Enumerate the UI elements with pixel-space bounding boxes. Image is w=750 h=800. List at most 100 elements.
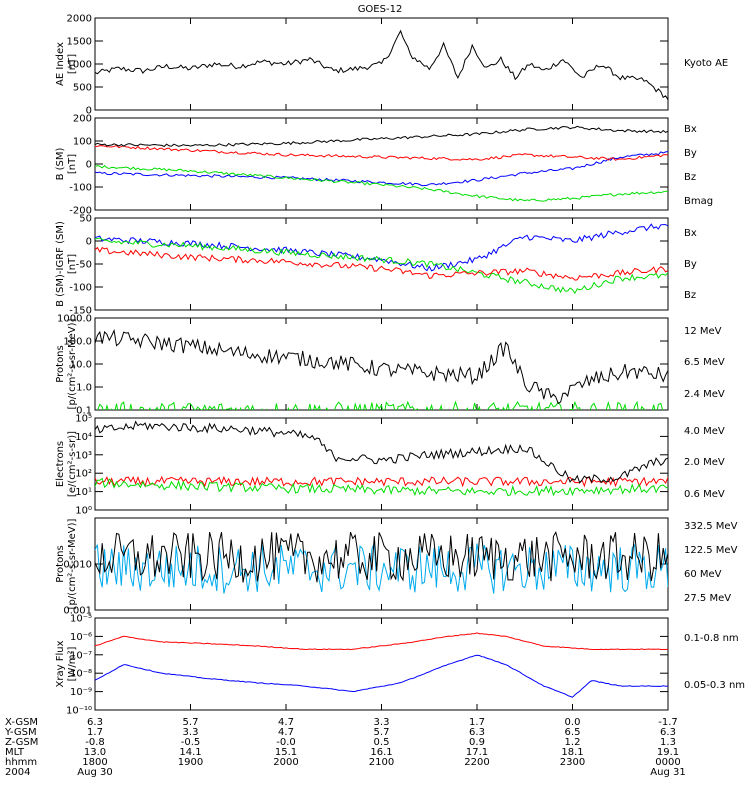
- series-line-red: [95, 632, 668, 651]
- panel-frame: [94, 317, 669, 411]
- series-line-blue: [95, 654, 668, 698]
- axis-row-value: 1800: [82, 757, 107, 768]
- y-tick-label: -150: [69, 306, 92, 317]
- axis-row-label: X-GSM: [5, 717, 38, 728]
- axis-row-value: 14.1: [179, 747, 201, 758]
- legend-label: 0.6 MeV: [684, 489, 725, 500]
- series-line-cyan: [95, 543, 668, 594]
- y-tick-label: 1000: [67, 60, 92, 71]
- y-axis-label: B (SM)-IGRF (SM): [55, 221, 66, 307]
- axis-row-value: 15.1: [275, 747, 297, 758]
- axis-row-value: 6.5: [565, 727, 581, 738]
- y-tick-label: 10⁰: [75, 506, 92, 517]
- legend-label: 12 MeV: [684, 326, 722, 337]
- y-tick-label: 10⁻⁶: [70, 632, 92, 643]
- panel-electrons: 10⁰ 10¹ 10² 10³ 10⁴ 10⁵ Electrons [e/(cm²-s-sr)…: [55, 414, 725, 517]
- panel-frame: [94, 217, 669, 311]
- y-tick-label: 10⁴: [75, 432, 92, 443]
- axis-row-value: -1.7: [658, 717, 678, 728]
- series-group: [95, 125, 668, 202]
- y-tick-label: 0: [86, 160, 92, 171]
- y-tick-label: 500: [73, 83, 92, 94]
- legend-label: 0.05-0.3 nm: [684, 680, 745, 691]
- axis-row-value: Aug 30: [77, 767, 112, 778]
- y-axis-label: Xray Flux: [55, 640, 66, 687]
- y-tick-label: -100: [69, 183, 92, 194]
- panel-frame: [94, 617, 669, 711]
- axis-row-label: Y-GSM: [4, 727, 37, 738]
- axis-row-value: -0.8: [85, 737, 105, 748]
- axis-row-value: 0.0: [565, 717, 581, 728]
- y-tick-label: 1.0: [76, 383, 92, 394]
- chart-title: GOES-12: [358, 4, 403, 15]
- y-tick-label: 10⁻¹⁰: [66, 706, 92, 717]
- axis-row-value: 3.3: [374, 717, 390, 728]
- y-tick-label: 100.0: [63, 337, 92, 348]
- series-line-black: [95, 420, 668, 484]
- y-tick-label: 0: [86, 106, 92, 117]
- series-group: [95, 328, 668, 410]
- axis-row-value: 6.3: [660, 727, 676, 738]
- y-tick-label: 1000.0: [57, 314, 92, 325]
- axis-row-label: 2004: [5, 767, 30, 778]
- legend-label: 60 MeV: [684, 569, 722, 580]
- y-tick-label: 10⁻⁹: [70, 687, 92, 698]
- y-axis-unit: [nT]: [67, 54, 78, 74]
- legend-label: 332.5 MeV: [684, 521, 738, 532]
- axis-row-value: 0000: [655, 757, 680, 768]
- y-tick-label: 1500: [67, 37, 92, 48]
- series-line-red: [95, 145, 668, 161]
- y-tick-label: 50: [79, 214, 92, 225]
- panel-protons-low: 0.1 1.0 10.0 100.0 1000.0 Protons [p/(cm²-s-sr…: [55, 314, 725, 417]
- series-line-black: [95, 530, 668, 583]
- axis-row-value: Aug 31: [650, 767, 685, 778]
- y-tick-label: 2000: [67, 14, 92, 25]
- y-tick-label: -100: [69, 283, 92, 294]
- legend-label: 6.5 MeV: [684, 357, 725, 368]
- legend-label: Kyoto AE: [684, 58, 728, 69]
- panel-frame: [94, 417, 669, 511]
- series-line-red: [95, 246, 668, 281]
- legend-label: 0.1-0.8 nm: [684, 633, 739, 644]
- legend-label: 2.0 MeV: [684, 457, 725, 468]
- panel-ae: 0 500 1000 1500 2000 AE Index [nT] Kyoto AE: [55, 14, 728, 117]
- y-tick-label: 100: [73, 137, 92, 148]
- y-tick-label: -200: [69, 206, 92, 217]
- series-group: [95, 223, 668, 295]
- axis-row-value: 1.7: [87, 727, 103, 738]
- y-axis-unit: [p/(cm²-s-sr-MeV)]: [67, 318, 78, 409]
- y-axis-unit: [p/(cm²-s-sr-MeV)]: [67, 518, 78, 609]
- panel-b-igrf: -150 -100 -50 0 50 B (SM)-IGRF (SM) [nT] Bx By Bz: [55, 214, 697, 317]
- legend-label: 2.4 MeV: [684, 389, 725, 400]
- axis-row-value: 2300: [560, 757, 585, 768]
- series-line-green: [95, 237, 668, 295]
- y-tick-label: 10²: [75, 469, 92, 480]
- legend-label: 4.0 MeV: [684, 426, 725, 437]
- series-line-red: [95, 475, 668, 488]
- axis-row-value: 2100: [369, 757, 394, 768]
- y-axis-label: Protons: [55, 345, 66, 382]
- axis-row-value: -0.0: [276, 737, 296, 748]
- y-axis-unit: [e/(cm²-s-sr)]: [67, 431, 78, 497]
- axis-row-value: 5.7: [183, 717, 199, 728]
- axis-row-value: 1.3: [660, 737, 676, 748]
- legend-label: 122.5 MeV: [684, 545, 738, 556]
- axis-row-value: 0.9: [469, 737, 485, 748]
- axis-row-value: 1.7: [469, 717, 485, 728]
- axis-row-value: 13.0: [84, 747, 106, 758]
- axis-row-value: 5.7: [374, 727, 390, 738]
- y-tick-label: -50: [76, 260, 92, 271]
- axis-row-label: Z-GSM: [5, 737, 38, 748]
- legend-label: 27.5 MeV: [684, 593, 731, 604]
- axis-row-value: 0.5: [374, 737, 390, 748]
- axis-row-value: 16.1: [370, 747, 392, 758]
- legend-label: Bx: [684, 228, 697, 239]
- y-tick-label: 200: [73, 114, 92, 125]
- axis-row-label: MLT: [5, 747, 25, 758]
- axis-row-value: 2200: [464, 757, 489, 768]
- legend-label: Bz: [684, 290, 696, 301]
- series-line-black: [95, 29, 668, 100]
- series-group: [95, 530, 668, 594]
- y-axis-unit: [nT]: [67, 154, 78, 174]
